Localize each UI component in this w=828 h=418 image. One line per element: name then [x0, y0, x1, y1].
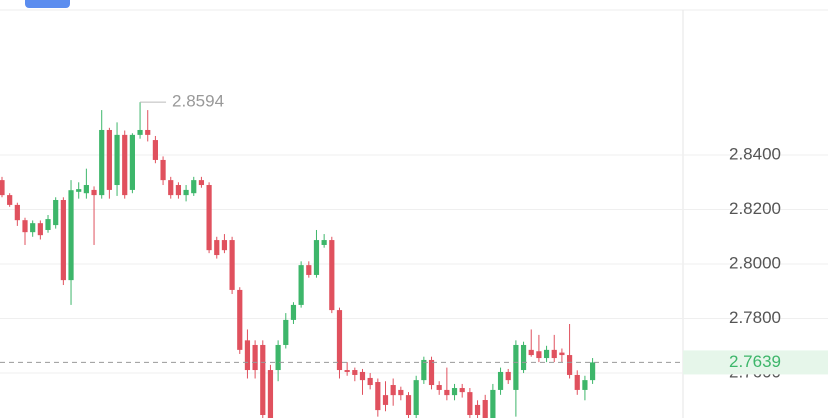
y-tick-label: 2.8400 [729, 145, 781, 164]
candle-body [505, 371, 511, 381]
candle-body [474, 404, 481, 416]
candle-body [168, 180, 174, 196]
candle-body [375, 382, 381, 411]
y-tick-label: 2.7800 [729, 308, 781, 327]
candle-body [22, 220, 28, 233]
candle-body [513, 344, 519, 390]
candle-body [229, 240, 235, 290]
last-price-label: 2.7639 [729, 352, 781, 371]
candle-body [421, 359, 427, 381]
candle-body [76, 189, 82, 192]
candle-body [321, 240, 327, 245]
candle-body [114, 134, 120, 186]
candle-body [221, 240, 228, 251]
candle-body [306, 265, 312, 275]
y-tick-label: 2.8200 [729, 199, 781, 218]
candle-body [237, 289, 243, 350]
candle-body [175, 185, 182, 196]
candle-body [413, 380, 419, 416]
candle-body [290, 304, 297, 320]
candle-body [428, 359, 435, 386]
candle-body [206, 185, 212, 251]
candle-body [198, 180, 205, 186]
candle-body [482, 400, 488, 418]
candle-body [99, 129, 105, 196]
candle-body [30, 223, 36, 233]
candle-body [45, 219, 51, 230]
candle-body [382, 395, 389, 405]
tab-button[interactable] [25, 0, 70, 8]
candle-body [444, 389, 450, 396]
candle-body [106, 129, 112, 190]
candle-body [336, 310, 343, 371]
candle-body [91, 189, 97, 196]
max-label: 2.8594 [172, 92, 224, 111]
candle-body [559, 352, 565, 356]
candle-body [252, 344, 258, 371]
candle-body [459, 388, 465, 393]
candle-body [329, 240, 335, 311]
candles [0, 102, 596, 418]
y-tick-label: 2.8000 [729, 254, 781, 273]
candle-body [367, 377, 373, 386]
candle-body [536, 351, 542, 359]
candle-body [359, 371, 366, 381]
candle-body [352, 370, 358, 375]
candle-body [344, 370, 350, 372]
candle-body [451, 388, 458, 396]
candle-body [520, 344, 527, 371]
candle-body [0, 180, 5, 196]
candle-body [14, 204, 20, 221]
last-price-box [683, 350, 828, 375]
candle-body [267, 370, 274, 418]
candle-body [275, 344, 281, 371]
candle-body [313, 240, 320, 275]
candle-body [129, 134, 135, 190]
candle-body [574, 374, 580, 390]
candle-body [398, 389, 404, 396]
candle-body [60, 200, 66, 281]
candle-body [566, 355, 573, 375]
candle-body [214, 240, 220, 256]
candle-body [191, 180, 197, 194]
candle-body [390, 385, 396, 396]
candle-body [298, 265, 304, 305]
candle-body [436, 385, 442, 390]
candle-body [467, 392, 473, 416]
candle-body [183, 189, 189, 196]
candle-body [497, 371, 504, 390]
candle-body [145, 129, 151, 135]
candle-body [260, 344, 266, 416]
candle-body [122, 134, 128, 196]
candle-body [244, 340, 251, 371]
candle-body [160, 159, 166, 181]
candle-body [528, 349, 534, 356]
candle-body [490, 389, 496, 418]
candle-body [68, 190, 74, 281]
candle-body [551, 349, 557, 359]
candle-body [283, 319, 289, 345]
candle-body [543, 349, 550, 359]
candle-body [7, 195, 13, 205]
candle-body [137, 129, 143, 135]
candle-body [83, 185, 89, 194]
candle-body [582, 380, 588, 390]
candle-body [589, 362, 596, 381]
candle-body [37, 223, 43, 236]
candle-body [53, 200, 59, 226]
candle-body [405, 395, 412, 416]
candle-body [152, 140, 158, 160]
overlay: 2.8594 2.7639 [0, 92, 828, 375]
